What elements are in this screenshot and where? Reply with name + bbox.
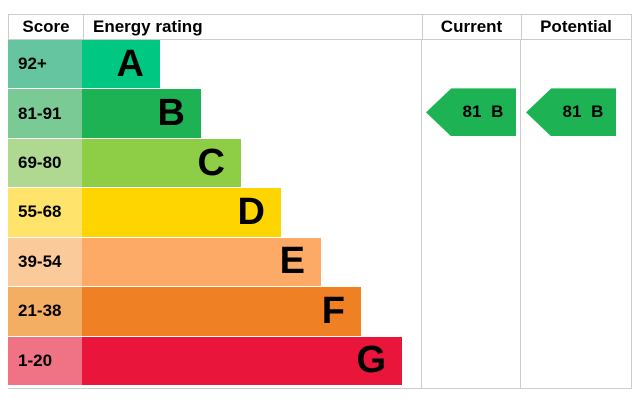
band-score-range: 55-68: [8, 188, 82, 237]
band-score-range: 92+: [8, 40, 82, 89]
band-score-range: 1-20: [8, 336, 82, 385]
band-score-range: 81-91: [8, 89, 82, 138]
band-bar: D: [82, 188, 281, 237]
band-row: 55-68 D: [8, 188, 632, 237]
band-row: 92+ A: [8, 40, 632, 89]
grid-line-current-left: [421, 40, 422, 388]
band-bar: C: [82, 138, 241, 188]
header-divider: [521, 15, 522, 39]
band-row: 69-80 C: [8, 138, 632, 188]
header-divider: [422, 15, 423, 39]
band-bar: B: [82, 89, 201, 138]
band-bar: G: [82, 336, 402, 385]
potential-column-header: Potential: [540, 17, 612, 36]
current-rating-label: 81 B: [462, 102, 504, 122]
band-row: 21-38 F: [8, 287, 632, 336]
grid-line-potential-left: [520, 40, 521, 388]
current-column-header: Current: [440, 17, 503, 36]
energy-rating-column-header: Energy rating: [93, 17, 203, 36]
table-header: Score Energy rating Current Potential: [8, 14, 632, 40]
band-score-range: 69-80: [8, 138, 82, 188]
score-column-header: Score: [22, 17, 70, 36]
band-bar: A: [82, 40, 160, 89]
band-bar: F: [82, 287, 361, 336]
band-row: 39-54 E: [8, 237, 632, 287]
band-row: 1-20 G: [8, 336, 632, 386]
band-score-range: 39-54: [8, 237, 82, 287]
band-score-range: 21-38: [8, 287, 82, 336]
potential-rating-label: 81 B: [562, 102, 604, 122]
header-divider: [83, 15, 84, 39]
grid-line-right: [631, 40, 632, 388]
band-bar: E: [82, 237, 321, 287]
grid-line-bottom: [8, 388, 632, 389]
band-row: 81-91 B: [8, 89, 632, 138]
